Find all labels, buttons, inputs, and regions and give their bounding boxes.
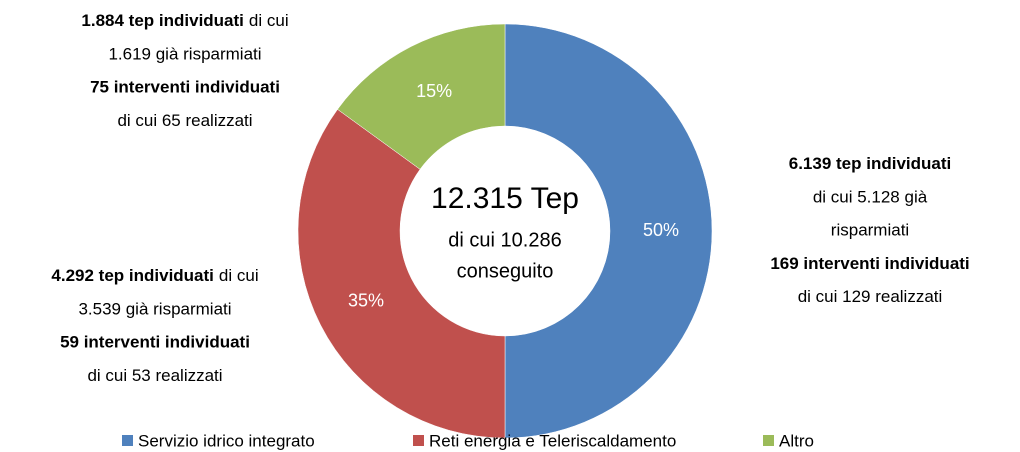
value-label: 50% [643,220,679,240]
annotation-text: 1.619 già risparmiati [108,45,261,64]
annotation-line: 75 interventi individuati [90,78,280,97]
annotation-line: risparmiati [831,221,909,240]
annotation-text: di cui 129 realizzati [798,288,943,307]
legend-swatch [413,435,424,446]
donut-slice [504,23,713,439]
annotation-text: risparmiati [831,221,909,240]
annotation-line: 59 interventi individuati [60,333,250,352]
annotation-line: 1.619 già risparmiati [108,45,261,64]
donut-slice [337,23,506,170]
annotation-line: 1.884 tep individuati di cui [81,11,288,30]
center-text: conseguito [457,260,554,282]
legend-label: Altro [779,431,814,450]
annotation-text: 6.139 tep individuati [789,154,952,173]
annotation-text: di cui [219,266,259,285]
center-text: 12.315 Tep [431,182,579,215]
legend-swatch [763,435,774,446]
annotation-text: di cui [249,11,289,30]
annotation-text: di cui 53 realizzati [87,366,222,385]
annotation-text: 1.884 tep individuati [81,11,244,30]
legend-swatch [122,435,133,446]
annotation-line: 4.292 tep individuati di cui [51,266,258,285]
annotation-text: di cui 5.128 già [813,188,928,207]
annotation-text: 3.539 già risparmiati [78,300,231,319]
annotation-text: di cui 65 realizzati [117,111,252,130]
center-text: di cui 10.286 [448,229,561,251]
value-label: 35% [348,291,384,311]
annotation-line: 169 interventi individuati [770,254,969,273]
annotation-line: di cui 5.128 già [813,188,928,207]
annotation-text: 59 interventi individuati [60,333,250,352]
annotation-text: 4.292 tep individuati [51,266,214,285]
annotation-line: di cui 129 realizzati [798,288,943,307]
annotation-text: 75 interventi individuati [90,78,280,97]
annotation-line: 6.139 tep individuati [789,154,952,173]
annotation-line: di cui 65 realizzati [117,111,252,130]
donut-slice [297,108,506,439]
annotation-line: 3.539 già risparmiati [78,300,231,319]
legend-label: Reti energia e Teleriscaldamento [429,431,676,450]
annotation-line: di cui 53 realizzati [87,366,222,385]
annotation-text: 169 interventi individuati [770,254,969,273]
legend-label: Servizio idrico integrato [138,431,315,450]
value-label: 15% [416,81,452,101]
